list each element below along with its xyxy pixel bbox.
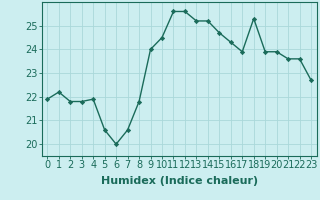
X-axis label: Humidex (Indice chaleur): Humidex (Indice chaleur): [100, 176, 258, 186]
